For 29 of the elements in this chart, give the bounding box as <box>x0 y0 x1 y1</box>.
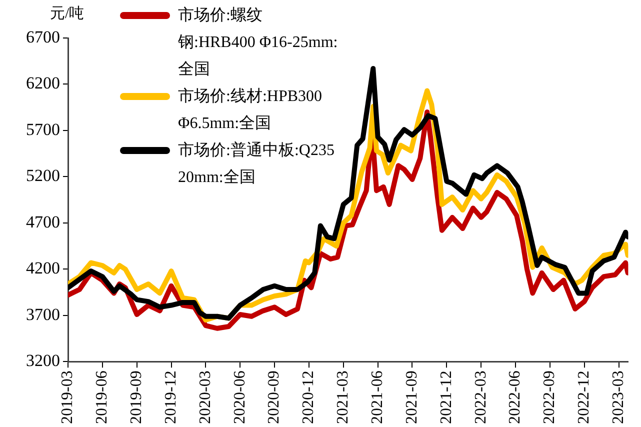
y-tick-label: 4700 <box>26 212 60 232</box>
x-tick-label: 2020-12 <box>300 370 318 424</box>
x-tick-label: 2021-03 <box>334 370 352 424</box>
y-tick-label: 3200 <box>26 351 60 370</box>
legend-label: 市场价:线材:HPB300 Φ6.5mm:全国 <box>177 86 324 134</box>
x-tick-label: 2019-12 <box>162 370 180 424</box>
y-tick-label: 6700 <box>26 27 60 46</box>
y-tick-label: 3700 <box>26 304 60 324</box>
x-tick-label: 2022-06 <box>506 370 524 424</box>
y-tick-label: 4200 <box>26 258 60 278</box>
legend-label: 市场价:普通中板:Q235 20mm:全国 <box>177 140 336 188</box>
x-tick-label: 2020-06 <box>231 370 248 424</box>
legend-label: 市场价:螺纹钢:HRB400 Φ16-25mm:全国 <box>177 6 338 80</box>
x-tick-label: 2019-09 <box>128 370 146 424</box>
x-tick-label: 2022-09 <box>541 370 558 424</box>
x-tick-label: 2021-12 <box>438 370 455 424</box>
x-tick-label: 2023-03 <box>610 370 627 424</box>
y-tick-label: 6200 <box>26 74 60 93</box>
x-tick-label: 2020-03 <box>196 370 214 424</box>
y-axis-title: 元/吨 <box>50 4 84 23</box>
y-tick-label: 5700 <box>26 120 60 139</box>
x-tick-label: 2022-03 <box>472 370 490 424</box>
x-tick-label: 2019-03 <box>59 370 76 424</box>
x-tick-label: 2021-09 <box>403 370 420 424</box>
x-tick-label: 2022-12 <box>576 370 593 424</box>
x-tick-label: 2019-06 <box>94 370 111 424</box>
x-tick-label: 2021-06 <box>369 370 386 424</box>
y-tick-label: 5200 <box>26 166 60 186</box>
x-tick-label: 2020-09 <box>266 370 283 424</box>
